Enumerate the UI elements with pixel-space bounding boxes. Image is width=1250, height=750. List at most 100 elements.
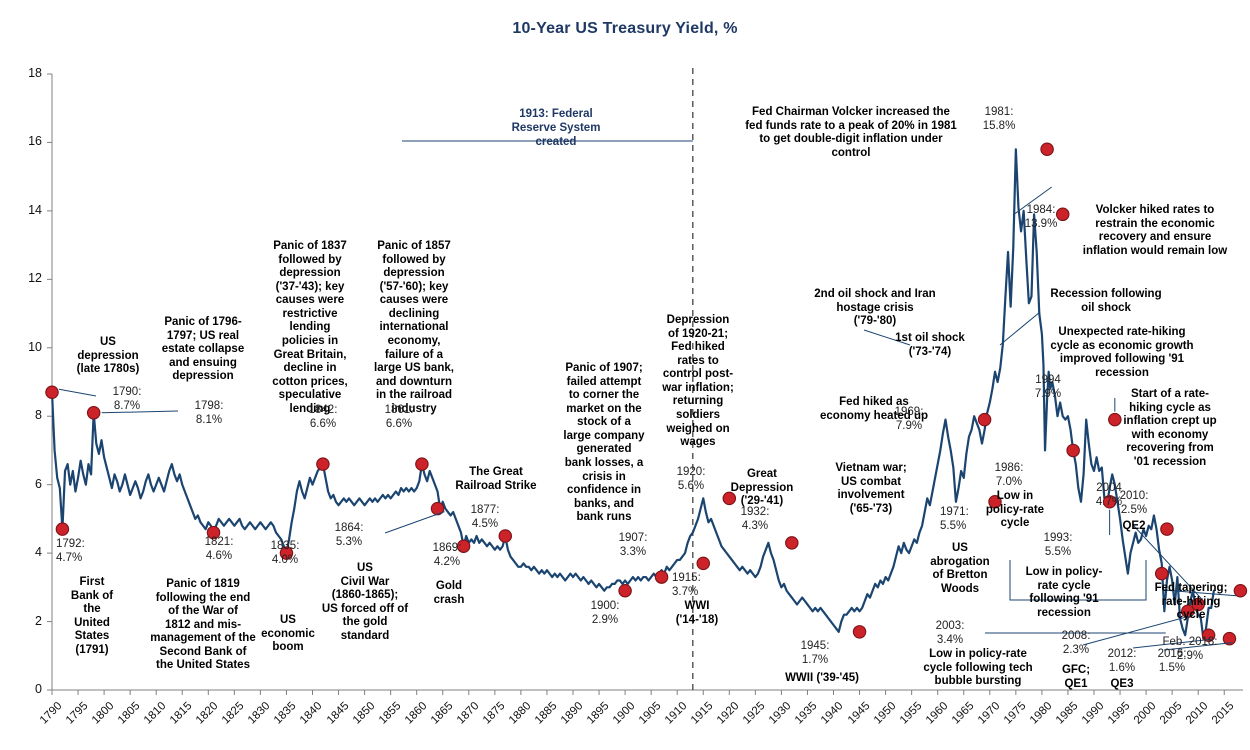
y-axis-tick-label: 4 — [35, 545, 42, 560]
value-label-2018: Feb. 2018: 2.9% — [1162, 636, 1218, 662]
data-point-marker — [86, 406, 101, 420]
value-label-1969: 1969: 7.9% — [894, 406, 924, 432]
annotation-low-policy-rate-91: Low in policy-rate cycle following '91 rec… — [1025, 566, 1103, 619]
value-label-1792: 1792: 4.7% — [56, 538, 85, 564]
value-label-1900: 1900: 2.9% — [590, 600, 620, 626]
value-label-1920: 1920: 5.6% — [676, 466, 706, 492]
value-label-1821: 1821: 4.6% — [204, 536, 234, 562]
data-point-marker — [618, 584, 632, 598]
data-point-marker — [696, 556, 710, 571]
annotation-volcker-peak: Fed Chairman Volcker increased the fed fu… — [745, 106, 957, 159]
annotation-us-depression-1780s: US depression (late 1780s) — [76, 336, 140, 376]
value-label-1945: 1945: 1.7% — [800, 640, 830, 666]
data-point-marker — [1102, 495, 1117, 509]
value-label-2010: 2010: 2.5% — [1119, 490, 1149, 516]
value-label-2012: 2012: 1.6% — [1107, 648, 1137, 674]
value-label-1915: 1915: 3.7% — [672, 572, 701, 598]
data-point-marker — [1222, 631, 1237, 646]
value-label-2004: 2004 4.7% — [1095, 482, 1123, 508]
data-point-marker — [1040, 142, 1054, 157]
value-label-1993: 1993: 5.5% — [1043, 532, 1073, 558]
annotation-leader-line — [1012, 186, 1053, 216]
annotation-leader-line — [384, 511, 445, 534]
data-point-marker — [977, 412, 992, 427]
value-label-1877: 1877: 4.5% — [470, 504, 500, 530]
value-label-2016: 2016: 1.5% — [1157, 648, 1187, 674]
annotation-leader-line — [58, 388, 97, 397]
annotation-leader-line — [999, 311, 1041, 346]
data-point-marker — [1201, 628, 1216, 642]
annotation-fed-hiked-economy: Fed hiked as economy heated up — [820, 396, 928, 422]
annotation-us-economic-boom: US economic boom — [261, 614, 315, 654]
y-axis-tick-label: 2 — [35, 613, 42, 628]
data-point-marker — [785, 536, 799, 550]
annotation-gfc-qe1: GFC; QE1 — [1061, 664, 1091, 690]
annotation-vietnam-war: Vietnam war; US combat involvement ('65-'73… — [835, 462, 907, 515]
y-axis-tick-label: 16 — [28, 134, 42, 149]
value-label-1994: 1994 7.9% — [1034, 374, 1062, 400]
annotation-panic-1857: Panic of 1857 followed by depression ('57-'… — [374, 240, 454, 415]
y-axis-tick-label: 6 — [35, 476, 42, 491]
data-point-marker — [1160, 522, 1174, 536]
annotation-leader-line — [1132, 524, 1202, 599]
annotation-recession-oil-shock: Recession following oil shock — [1050, 288, 1162, 314]
data-point-marker — [722, 491, 737, 506]
y-axis-tick-label: 10 — [28, 339, 42, 354]
annotation-low-tech-bubble: Low in policy-rate cycle following tech bu… — [923, 648, 1033, 688]
value-label-1971: 1971: 5.5% — [940, 506, 969, 532]
value-label-1984: 1984: 13.9% — [1024, 204, 1058, 230]
data-point-marker — [1108, 412, 1122, 427]
y-axis-tick-label: 18 — [28, 66, 42, 80]
annotation-panic-1907: Panic of 1907; failed attempt to corner th… — [563, 362, 645, 524]
annotation-great-railroad-strike: The Great Railroad Strike — [455, 466, 537, 492]
value-label-2003: 2003: 3.4% — [935, 620, 965, 646]
value-label-2008: 2008: 2.3% — [1061, 630, 1091, 656]
annotation-leader-line — [1163, 642, 1233, 651]
data-point-marker — [1154, 566, 1169, 581]
annotation-qe3: QE3 — [1110, 678, 1134, 690]
data-point-marker — [654, 570, 669, 584]
y-axis-tick-label: 12 — [28, 271, 42, 286]
data-point-marker — [430, 501, 445, 516]
annotation-volcker-1984: Volcker hiked rates to restrain the econo… — [1082, 204, 1228, 257]
annotation-first-oil-shock: 1st oil shock ('73-'74) — [895, 332, 965, 358]
annotation-gold-crash: Gold crash — [433, 580, 465, 606]
data-point-marker — [45, 385, 59, 400]
annotation-panic-1819: Panic of 1819 following the end of the War… — [150, 578, 256, 672]
y-axis-tick-label: 8 — [35, 408, 42, 423]
annotation-second-oil-shock: 2nd oil shock and Iran hostage crisis ('79… — [814, 288, 936, 328]
value-label-1864: 1864: 5.3% — [334, 522, 364, 548]
data-point-marker — [1181, 604, 1195, 619]
annotation-qe2: QE2 — [1122, 520, 1146, 532]
annotation-depression-1920-21: Depression of 1920-21; Fed hiked rates to co… — [662, 314, 734, 449]
value-label-1869: 1869: 4.2% — [432, 542, 462, 568]
y-axis-tick-label: 0 — [35, 682, 42, 696]
data-point-marker — [498, 529, 513, 543]
annotation-leader-line — [1162, 589, 1237, 597]
data-point-marker — [456, 539, 471, 554]
data-point-marker — [1055, 207, 1070, 222]
value-label-1798: 1798: 8.1% — [194, 400, 224, 426]
annotation-start-hiking-01: Start of a rate-hiking cycle as inflation… — [1123, 388, 1217, 468]
value-label-1861: 1861: 6.6% — [384, 404, 414, 430]
annotation-fed-created-1913: 1913: Federal Reserve System created — [511, 108, 601, 148]
data-point-marker — [1233, 584, 1248, 598]
annotation-bretton-woods: US abrogation of Bretton Woods — [930, 542, 990, 595]
y-axis-tick-label: 14 — [28, 202, 42, 217]
value-label-1835: 1835: 4.0% — [270, 540, 300, 566]
annotation-wwi: WWI ('14-'18) — [675, 600, 719, 626]
data-point-marker — [55, 522, 70, 536]
annotation-panic-1837: Panic of 1837 followed by depression ('37-'… — [272, 240, 348, 415]
annotation-panic-1796-1797: Panic of 1796- 1797; US real estate collap… — [161, 316, 245, 383]
annotation-leader-line — [101, 410, 179, 414]
data-point-marker — [1066, 443, 1080, 458]
annotation-first-bank-of-us: First Bank of the United States (1791) — [70, 576, 114, 656]
value-label-1981: 1981: 15.8% — [982, 106, 1016, 132]
annotation-leader-line — [1132, 638, 1212, 649]
value-label-1790: 1790: 8.7% — [112, 386, 142, 412]
yield-series-line — [50, 148, 1215, 640]
data-point-marker — [279, 546, 294, 560]
value-label-1932: 1932: 4.3% — [740, 506, 770, 532]
